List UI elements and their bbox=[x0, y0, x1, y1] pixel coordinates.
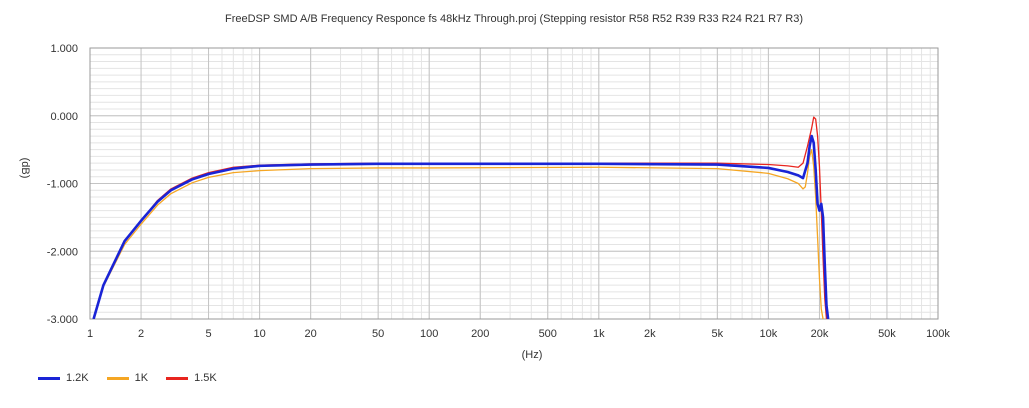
x-tick-label: 100k bbox=[926, 328, 950, 340]
legend-label-1-5k: 1.5K bbox=[194, 372, 217, 384]
y-tick-label: 0.000 bbox=[50, 111, 78, 123]
x-tick-label: 200 bbox=[471, 328, 489, 340]
legend-swatch-1-2k bbox=[38, 376, 60, 380]
x-tick-label: 1 bbox=[87, 328, 93, 340]
legend-label-1-2k: 1.2K bbox=[66, 372, 89, 384]
x-tick-label: 50k bbox=[878, 328, 896, 340]
x-tick-label: 5k bbox=[712, 328, 724, 340]
series-line-1k bbox=[92, 148, 824, 319]
legend-swatch-1-5k bbox=[166, 376, 189, 380]
y-tick-labels: 1.000 0.000 -1.000 -2.000 -3.000 bbox=[47, 43, 78, 326]
x-tick-label: 10k bbox=[760, 328, 778, 340]
x-tick-label: 2 bbox=[138, 328, 144, 340]
x-tick-labels: 1 2 5 10 20 50 100 200 500 1k 2k 5k 10k 20k 50k 100k bbox=[87, 328, 950, 340]
y-tick-label: -2.000 bbox=[47, 246, 78, 258]
legend-item-1-2k: 1.2K bbox=[38, 372, 89, 384]
legend-item-1-5k: 1.5K bbox=[166, 372, 217, 384]
x-tick-label: 100 bbox=[420, 328, 438, 340]
x-tick-label: 10 bbox=[253, 328, 265, 340]
x-tick-label: 2k bbox=[644, 328, 656, 340]
series-line-1-2k bbox=[92, 134, 830, 319]
x-tick-label: 5 bbox=[205, 328, 211, 340]
x-tick-label: 20 bbox=[305, 328, 317, 340]
y-axis-label: (dB) bbox=[19, 158, 31, 179]
x-tick-label: 1k bbox=[593, 328, 605, 340]
y-tick-label: -3.000 bbox=[47, 314, 78, 326]
x-axis-label: (Hz) bbox=[522, 349, 543, 361]
x-tick-label: 500 bbox=[539, 328, 557, 340]
chart-title: FreeDSP SMD A/B Frequency Responce fs 48… bbox=[225, 13, 803, 25]
plot-frame bbox=[89, 47, 939, 320]
x-tick-label: 50 bbox=[372, 328, 384, 340]
x-tick-label: 20k bbox=[811, 328, 829, 340]
legend: 1.2K 1K 1.5K bbox=[38, 372, 217, 384]
legend-label-1k: 1K bbox=[134, 372, 149, 384]
y-tick-label: -1.000 bbox=[47, 179, 78, 191]
legend-item-1k: 1K bbox=[106, 372, 149, 384]
series-lines bbox=[92, 116, 830, 319]
series-line-1-5k bbox=[92, 116, 828, 319]
y-tick-label: 1.000 bbox=[50, 43, 78, 55]
legend-swatch-1k bbox=[106, 376, 129, 380]
